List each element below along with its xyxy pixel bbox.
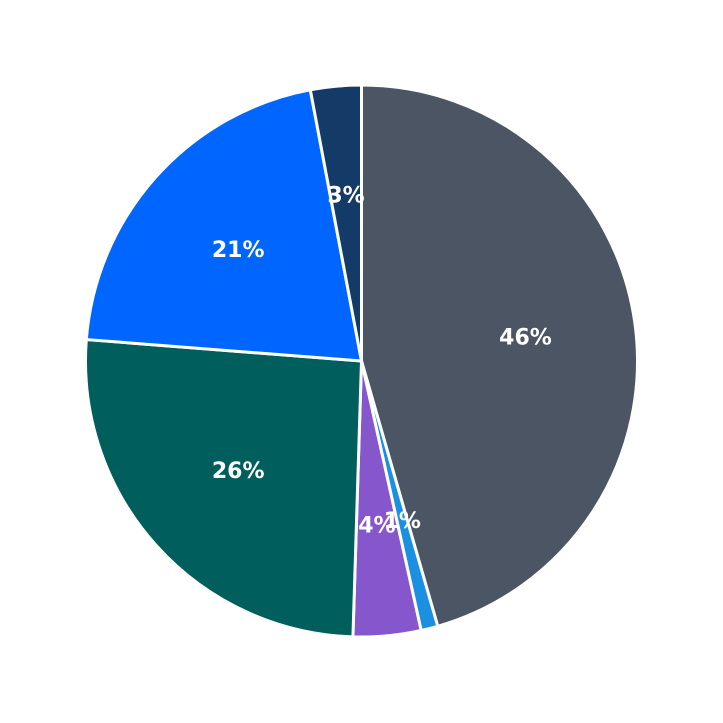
pie-slice-4 [84,88,363,363]
pie-slice-label-1: 1% [384,509,421,534]
pie-slice-5 [308,83,363,363]
pie-slice-label-2: 4% [358,513,395,538]
pie-slice-label-0: 46% [499,325,552,350]
pie-slice-label-4: 21% [212,238,265,263]
pie-slice-label-5: 3% [327,184,364,209]
pie-slice-0 [360,83,639,628]
pie-slice-3 [84,338,363,639]
pie-slices [84,83,639,639]
pie-slice-label-3: 26% [212,459,265,484]
pie-labels: 46% 1%4% 26% 21% 3% [212,184,552,539]
